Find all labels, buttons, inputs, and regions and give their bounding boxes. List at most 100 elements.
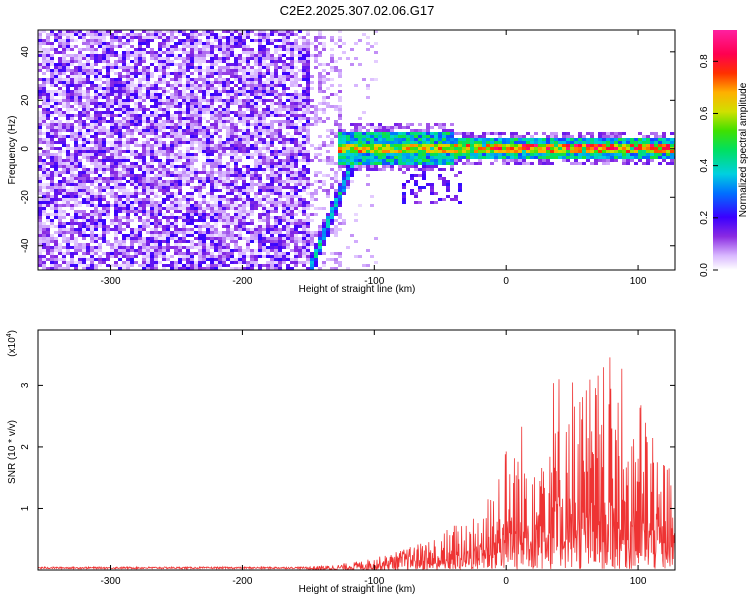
heatmap-cell [250, 213, 254, 216]
heatmap-cell [246, 171, 250, 174]
heatmap-cell [382, 153, 386, 156]
heatmap-cell [146, 93, 150, 96]
heatmap-cell [266, 231, 270, 234]
heatmap-cell [246, 105, 250, 108]
heatmap-cell [146, 138, 150, 141]
heatmap-cell [134, 228, 138, 231]
heatmap-cell [166, 54, 170, 57]
heatmap-cell [114, 30, 118, 33]
heatmap-cell [54, 117, 58, 120]
heatmap-cell [246, 129, 250, 132]
heatmap-cell [262, 48, 266, 51]
heatmap-cell [46, 228, 50, 231]
heatmap-cell [318, 108, 322, 111]
heatmap-cell [274, 192, 278, 195]
heatmap-cell [70, 69, 74, 72]
heatmap-cell [266, 150, 270, 153]
heatmap-cell [250, 87, 254, 90]
heatmap-cell [42, 264, 46, 267]
heatmap-cell [314, 39, 318, 42]
heatmap-cell [190, 234, 194, 237]
heatmap-cell [98, 165, 102, 168]
heatmap-cell [310, 261, 314, 264]
heatmap-cell [42, 249, 46, 252]
heatmap-cell [86, 39, 90, 42]
heatmap-cell [254, 141, 258, 144]
heatmap-cell [174, 117, 178, 120]
heatmap-cell [94, 258, 98, 261]
heatmap-cell [286, 201, 290, 204]
heatmap-cell [98, 198, 102, 201]
heatmap-cell [222, 183, 226, 186]
heatmap-cell [214, 48, 218, 51]
heatmap-cell [54, 231, 58, 234]
heatmap-cell [158, 117, 162, 120]
heatmap-cell [134, 69, 138, 72]
heatmap-cell [262, 54, 266, 57]
heatmap-cell [182, 156, 186, 159]
heatmap-cell [258, 183, 262, 186]
heatmap-cell [134, 156, 138, 159]
heatmap-cell [118, 255, 122, 258]
heatmap-cell [238, 102, 242, 105]
heatmap-cell [318, 243, 322, 246]
heatmap-cell [318, 207, 322, 210]
heatmap-cell [186, 96, 190, 99]
heatmap-cell [246, 87, 250, 90]
heatmap-cell [234, 72, 238, 75]
heatmap-cell [102, 156, 106, 159]
heatmap-cell [306, 108, 310, 111]
heatmap-cell [106, 99, 110, 102]
heatmap-cell [42, 213, 46, 216]
heatmap-cell [270, 207, 274, 210]
heatmap-cell [182, 45, 186, 48]
heatmap-cell [226, 201, 230, 204]
heatmap-cell [266, 36, 270, 39]
heatmap-cell [106, 120, 110, 123]
heatmap-cell [126, 90, 130, 93]
heatmap-cell [114, 60, 118, 63]
heatmap-cell [74, 72, 78, 75]
heatmap-cell [278, 258, 282, 261]
heatmap-cell [54, 189, 58, 192]
heatmap-cell [106, 210, 110, 213]
heatmap-cell [70, 240, 74, 243]
heatmap-cell [86, 141, 90, 144]
heatmap-cell [74, 153, 78, 156]
heatmap-cell [142, 243, 146, 246]
heatmap-cell [202, 222, 206, 225]
heatmap-cell [126, 81, 130, 84]
heatmap-cell [162, 51, 166, 54]
heatmap-cell [226, 96, 230, 99]
heatmap-cell [222, 207, 226, 210]
heatmap-cell [222, 246, 226, 249]
heatmap-cell [210, 72, 214, 75]
heatmap-cell [338, 213, 342, 216]
heatmap-cell [350, 48, 354, 51]
heatmap-cell [106, 69, 110, 72]
heatmap-cell [130, 117, 134, 120]
heatmap-cell [266, 165, 270, 168]
heatmap-cell [146, 252, 150, 255]
heatmap-cell [282, 150, 286, 153]
heatmap-cell [62, 198, 66, 201]
heatmap-cell [242, 75, 246, 78]
heatmap-cell [190, 180, 194, 183]
heatmap-cell [50, 198, 54, 201]
heatmap-cell [158, 195, 162, 198]
heatmap-cell [270, 81, 274, 84]
heatmap-cell [186, 177, 190, 180]
heatmap-cell [82, 111, 86, 114]
heatmap-cell [278, 120, 282, 123]
heatmap-cell [142, 186, 146, 189]
heatmap-cell [162, 255, 166, 258]
heatmap-cell [126, 99, 130, 102]
heatmap-cell [306, 246, 310, 249]
heatmap-cell [50, 78, 54, 81]
heatmap-cell [258, 231, 262, 234]
heatmap-cell [258, 105, 262, 108]
heatmap-cell [258, 192, 262, 195]
heatmap-cell [206, 180, 210, 183]
heatmap-cell [278, 240, 282, 243]
heatmap-cell [162, 153, 166, 156]
